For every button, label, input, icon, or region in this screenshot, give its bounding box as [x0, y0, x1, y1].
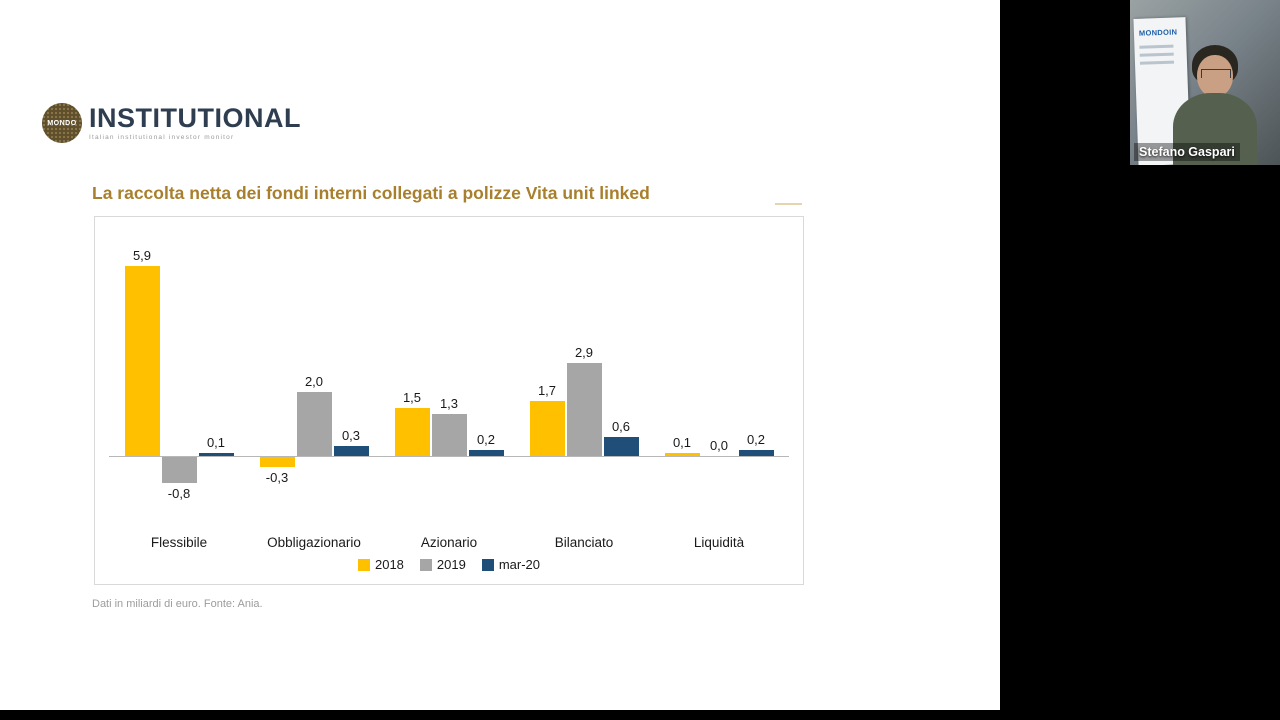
logo-brand-text: INSTITUTIONAL	[89, 103, 301, 133]
value-label-2018-Bilanciato: 1,7	[537, 383, 557, 399]
legend-label-2019: 2019	[436, 557, 466, 572]
bar-2019-Obbligazionario	[296, 391, 332, 456]
value-label-2018-Obbligazionario: -0,3	[265, 469, 289, 485]
value-label-2018-Flessibile: 5,9	[132, 248, 152, 264]
legend-label-mar-20: mar-20	[498, 557, 541, 572]
bar-mar-20-Liquidità	[738, 449, 774, 456]
bar-2018-Flessibile	[124, 266, 160, 456]
mondo-logo-icon: MONDO	[42, 103, 82, 143]
plot-area: 5,9 -0,8 0,1 Flessibile -0,3 2,0 0,3 Obbligazio…	[95, 217, 803, 584]
slide-title: La raccolta netta dei fondi interni coll…	[92, 183, 650, 203]
value-label-2018-Azionario: 1,5	[402, 389, 422, 405]
mondo-institutional-logo: MONDO INSTITUTIONAL Italian institutiona…	[42, 103, 301, 143]
value-label-2019-Liquidità: 0,0	[709, 438, 729, 453]
value-label-mar-20-Flessibile: 0,1	[206, 434, 226, 450]
category-label-Azionario: Azionario	[420, 535, 478, 550]
category-label-Obbligazionario: Obbligazionario	[267, 535, 361, 550]
value-label-mar-20-Obbligazionario: 0,3	[341, 428, 361, 444]
bar-2018-Azionario	[394, 407, 430, 456]
person-face	[1197, 55, 1233, 97]
category-label-Flessibile: Flessibile	[150, 535, 208, 550]
person-body	[1173, 93, 1257, 165]
logo-tagline: Italian institutional investor monitor	[89, 134, 235, 141]
value-label-2019-Azionario: 1,3	[439, 396, 459, 412]
legend-swatch-2019	[419, 558, 432, 571]
person-glasses	[1201, 69, 1231, 78]
value-label-2019-Bilanciato: 2,9	[574, 344, 594, 360]
value-label-mar-20-Azionario: 0,2	[476, 431, 496, 447]
logo-circle-text: MONDO	[47, 119, 77, 127]
legend-label-2018: 2018	[374, 557, 404, 572]
chart-footnote: Dati in miliardi di euro. Fonte: Ania.	[92, 598, 263, 610]
x-axis-line	[109, 456, 789, 457]
shared-slide: MONDO INSTITUTIONAL Italian institutiona…	[0, 0, 1000, 710]
bar-mar-20-Obbligazionario	[333, 446, 369, 456]
value-label-2018-Liquidità: 0,1	[672, 434, 692, 450]
chart: 5,9 -0,8 0,1 Flessibile -0,3 2,0 0,3 Obbligazio…	[94, 216, 804, 585]
legend-item-2019: 2019	[419, 557, 466, 572]
banner-brand-text: MONDOIN	[1138, 27, 1178, 38]
value-label-2019-Flessibile: -0,8	[167, 485, 191, 501]
bar-mar-20-Azionario	[468, 449, 504, 456]
bar-2018-Obbligazionario	[259, 457, 295, 467]
webcam-tile[interactable]: MONDOIN Stefano Gaspari	[1130, 0, 1280, 165]
category-label-Liquidità: Liquidità	[693, 535, 745, 550]
bar-2019-Flessibile	[161, 457, 197, 483]
legend-item-mar-20: mar-20	[481, 557, 541, 572]
bar-2018-Bilanciato	[529, 401, 565, 456]
value-label-mar-20-Liquidità: 0,2	[746, 431, 766, 447]
legend-item-2018: 2018	[357, 557, 404, 572]
legend-swatch-mar-20	[481, 558, 494, 571]
bar-2018-Liquidità	[664, 452, 700, 456]
title-rule	[775, 203, 802, 205]
person-silhouette	[1160, 45, 1270, 165]
bar-mar-20-Flessibile	[198, 452, 234, 456]
bar-2019-Azionario	[431, 414, 467, 456]
bar-mar-20-Bilanciato	[603, 436, 639, 456]
value-label-mar-20-Bilanciato: 0,6	[611, 418, 631, 434]
bar-2019-Bilanciato	[566, 362, 602, 456]
chart-legend: 2018 2019 mar-20	[95, 557, 803, 572]
category-label-Bilanciato: Bilanciato	[554, 535, 614, 550]
participant-name-label: Stefano Gaspari	[1134, 143, 1240, 161]
legend-swatch-2018	[357, 558, 370, 571]
value-label-2019-Obbligazionario: 2,0	[304, 373, 324, 389]
